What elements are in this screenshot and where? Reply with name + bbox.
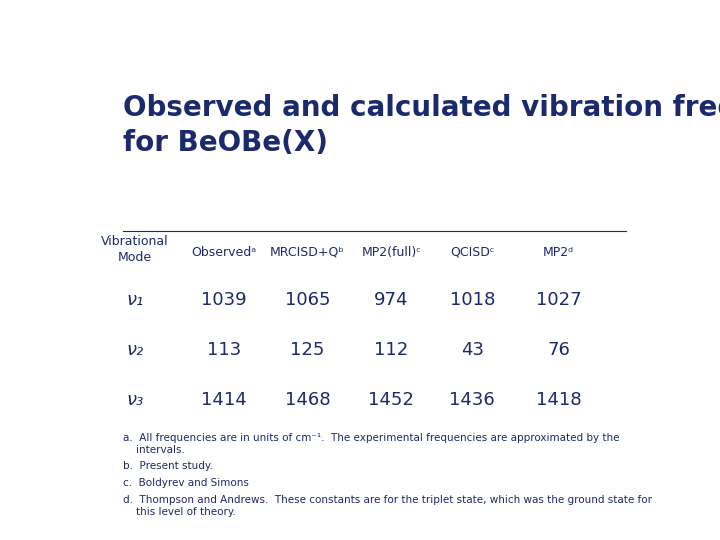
Text: Observedᵃ: Observedᵃ (192, 246, 256, 259)
Text: 1018: 1018 (449, 291, 495, 309)
Text: 1452: 1452 (369, 390, 414, 409)
Text: Vibrational
Mode: Vibrational Mode (101, 235, 168, 264)
Text: ν₂: ν₂ (126, 341, 143, 359)
Text: 1065: 1065 (285, 291, 330, 309)
Text: a.  All frequencies are in units of cm⁻¹.  The experimental frequencies are appr: a. All frequencies are in units of cm⁻¹.… (124, 433, 620, 443)
Text: 1039: 1039 (201, 291, 247, 309)
Text: 1418: 1418 (536, 390, 582, 409)
Text: Observed and calculated vibration frequencies
for BeOBe(X): Observed and calculated vibration freque… (124, 94, 720, 157)
Text: QCISDᶜ: QCISDᶜ (450, 246, 495, 259)
Text: MP2(full)ᶜ: MP2(full)ᶜ (361, 246, 421, 259)
Text: this level of theory.: this level of theory. (124, 507, 236, 517)
Text: 1027: 1027 (536, 291, 582, 309)
Text: 76: 76 (547, 341, 570, 359)
Text: 1468: 1468 (285, 390, 330, 409)
Text: 1436: 1436 (449, 390, 495, 409)
Text: ν₃: ν₃ (126, 390, 143, 409)
Text: 112: 112 (374, 341, 408, 359)
Text: d.  Thompson and Andrews.  These constants are for the triplet state, which was : d. Thompson and Andrews. These constants… (124, 495, 652, 505)
Text: MP2ᵈ: MP2ᵈ (543, 246, 575, 259)
Text: 974: 974 (374, 291, 408, 309)
Text: 43: 43 (461, 341, 484, 359)
Text: 113: 113 (207, 341, 241, 359)
Text: MRCISD+Qᵇ: MRCISD+Qᵇ (270, 246, 345, 259)
Text: ν₁: ν₁ (126, 291, 143, 309)
Text: 1414: 1414 (201, 390, 247, 409)
Text: intervals.: intervals. (124, 445, 185, 455)
Text: c.  Boldyrev and Simons: c. Boldyrev and Simons (124, 478, 249, 488)
Text: 125: 125 (290, 341, 325, 359)
Text: b.  Present study.: b. Present study. (124, 461, 213, 471)
